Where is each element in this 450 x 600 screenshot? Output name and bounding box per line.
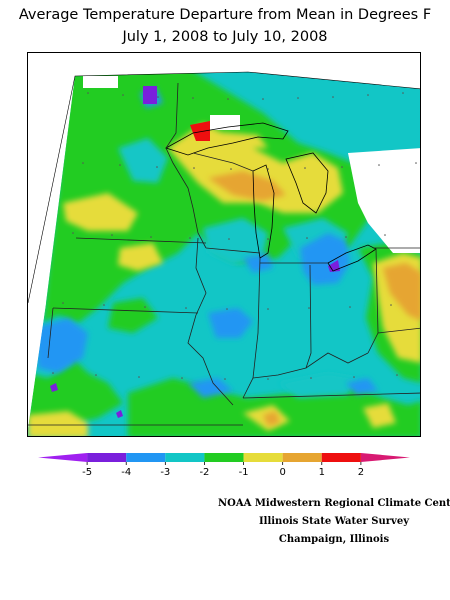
border-ky-tn — [242, 392, 420, 399]
temperature-shading — [28, 53, 420, 436]
shade-yellow-west — [118, 243, 163, 271]
shade-white-north — [83, 76, 118, 88]
legend-tick-label: 1 — [319, 467, 325, 478]
border-mn-wi — [165, 82, 207, 249]
legend-tick-label: -4 — [121, 467, 131, 478]
credit-line-1: NOAA Midwestern Regional Climate Cent — [218, 498, 450, 509]
legend-bin — [204, 453, 244, 462]
shade-yellow-north — [168, 123, 343, 213]
shade-blue-iowa — [33, 318, 88, 373]
shade-red-north — [190, 121, 210, 141]
shade-purple-south — [116, 410, 123, 418]
border-mo-ks — [47, 307, 54, 359]
map-canvas — [28, 53, 420, 436]
border-pa-wv — [377, 327, 420, 334]
credit-line-3: Champaign, Illinois — [278, 534, 390, 545]
legend-scale: -5 -4 -3 -2 -1 0 1 2 — [38, 453, 410, 478]
shaded-area-edge — [28, 71, 420, 304]
border-mn-ia — [75, 237, 207, 244]
graticule — [52, 92, 417, 380]
shade-cyan-wisconsin — [203, 218, 268, 265]
map-title: Average Temperature Departure from Mean … — [18, 7, 432, 23]
legend-tick-label: -1 — [239, 467, 249, 478]
shade-orange-south-spot — [263, 411, 280, 426]
border-ia-mo — [52, 307, 199, 314]
shade-yellow-southeast — [363, 403, 396, 428]
legend-bin — [360, 453, 410, 462]
east-unshaded — [348, 148, 420, 253]
shade-yellow-southwest-corner — [28, 411, 88, 436]
border-mi-wi-up — [192, 152, 254, 172]
credit-line-2: Illinois State Water Survey — [258, 516, 410, 527]
legend-bin — [321, 453, 361, 462]
border-oh-ky — [252, 352, 369, 379]
border-in-oh — [305, 264, 312, 369]
border-ia-il — [195, 237, 207, 316]
shade-yellow-northwest — [63, 193, 138, 231]
state-borders — [28, 82, 420, 426]
shade-cyan-north-lobe — [118, 138, 168, 183]
shade-cyan-kentucky — [278, 373, 358, 398]
shade-blue-indiana — [208, 308, 253, 338]
lake-huron — [285, 152, 329, 214]
legend-bin — [243, 453, 283, 462]
map-date-range: July 1, 2008 to July 10, 2008 — [122, 29, 328, 45]
border-il-in — [242, 257, 261, 399]
lake-michigan — [252, 164, 275, 259]
canada-unshaded — [28, 53, 420, 303]
lake-superior — [164, 122, 289, 156]
legend-tick-label: -5 — [82, 467, 92, 478]
shade-blue-wisconsin — [243, 253, 273, 273]
shade-yellow-north-strip — [208, 131, 268, 148]
legend-tick-label: -2 — [199, 467, 209, 478]
border-il-mo — [187, 314, 234, 406]
shade-blue-michigan-east — [300, 233, 350, 285]
west-edge-unshaded — [28, 303, 46, 428]
legend-bin — [165, 453, 205, 462]
shade-purple-west — [50, 383, 58, 392]
legend-bin — [87, 453, 127, 462]
shade-orange-east — [383, 263, 420, 321]
legend-tick-label: 0 — [279, 467, 285, 478]
temperature-departure-map — [27, 52, 421, 437]
legend-tick-label: 2 — [358, 467, 364, 478]
color-legend: -5 -4 -3 -2 -1 0 1 2 — [38, 450, 410, 478]
shade-orange-michigan — [208, 171, 286, 201]
legend-tick-label: -3 — [160, 467, 170, 478]
legend-bin — [282, 453, 322, 462]
legend-bin — [126, 453, 166, 462]
shade-blue-southeast — [346, 378, 378, 395]
credits: NOAA Midwestern Regional Climate Cent Il… — [218, 495, 450, 549]
border-il-wi — [205, 247, 261, 254]
legend-bin — [38, 453, 88, 462]
shade-purple-north — [143, 86, 157, 104]
